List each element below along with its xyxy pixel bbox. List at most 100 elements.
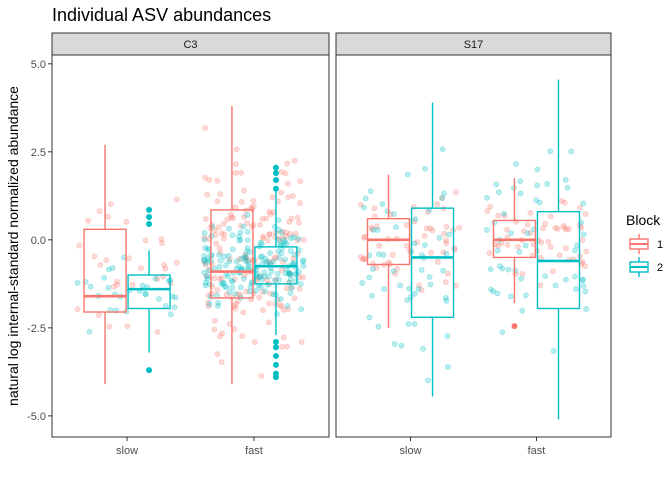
y-tick-label: 5.0	[31, 59, 46, 71]
jitter-point	[76, 242, 83, 249]
jitter-point	[236, 256, 243, 263]
jitter-point	[367, 188, 374, 194]
jitter-point	[158, 240, 165, 246]
jitter-point	[280, 240, 287, 247]
y-tick-label: -5.0	[27, 411, 46, 423]
jitter-point	[561, 224, 568, 231]
jitter-point	[233, 161, 239, 167]
jitter-point	[110, 283, 117, 290]
jitter-point	[547, 148, 554, 155]
jitter-point	[558, 197, 565, 204]
jitter-point	[300, 257, 307, 264]
jitter-point	[214, 177, 221, 184]
box-s17-slow-block1	[366, 218, 411, 266]
jitter-point	[226, 225, 232, 232]
jitter-point	[495, 189, 502, 196]
jitter-point	[243, 288, 250, 295]
jitter-point	[389, 252, 396, 258]
jitter-point	[74, 306, 81, 312]
legend-label-block-2: 2	[657, 262, 663, 274]
jitter-point	[266, 231, 273, 238]
jitter-point	[205, 303, 212, 310]
jitter-point	[279, 228, 286, 235]
jitter-point	[442, 279, 449, 285]
jitter-point	[279, 343, 285, 350]
jitter-point	[358, 201, 364, 208]
x-tick-label-fast: fast	[245, 445, 263, 457]
jitter-point	[440, 249, 447, 256]
jitter-point	[244, 257, 251, 264]
jitter-point	[139, 282, 146, 289]
jitter-point	[97, 262, 104, 268]
jitter-point	[424, 377, 431, 384]
jitter-point	[239, 333, 246, 340]
jitter-point	[579, 276, 586, 283]
jitter-point	[390, 268, 397, 274]
jitter-point	[418, 267, 425, 273]
jitter-point	[286, 218, 293, 225]
jitter-point	[550, 347, 557, 354]
jitter-point	[202, 279, 209, 286]
jitter-point	[253, 287, 259, 294]
jitter-point	[275, 248, 282, 255]
jitter-point	[241, 213, 248, 220]
jitter-point	[418, 287, 425, 293]
jitter-point	[211, 326, 218, 333]
jitter-point	[202, 174, 208, 181]
jitter-point	[452, 189, 459, 196]
x-tick-label-slow: slow	[116, 445, 138, 457]
jitter-point	[298, 306, 305, 313]
jitter-point	[361, 256, 368, 263]
jitter-point	[394, 265, 400, 272]
jitter-point	[230, 215, 236, 221]
jitter-point	[244, 220, 250, 226]
jitter-point	[202, 125, 208, 131]
jitter-point	[294, 214, 301, 221]
jitter-point	[220, 220, 227, 227]
jitter-point	[484, 207, 491, 214]
jitter-point	[249, 223, 255, 230]
jitter-point	[562, 176, 569, 183]
jitter-point	[201, 269, 208, 276]
jitter-point	[483, 194, 490, 201]
jitter-point	[456, 224, 462, 231]
jitter-point	[376, 251, 382, 258]
jitter-point	[393, 224, 399, 230]
jitter-point	[483, 226, 490, 233]
jitter-point	[300, 274, 306, 281]
jitter-point	[275, 276, 282, 283]
outlier-point-c3-fast-block2	[272, 361, 279, 368]
jitter-point	[272, 223, 278, 230]
jitter-point	[216, 275, 223, 282]
jitter-point	[246, 249, 253, 255]
jitter-point	[204, 191, 211, 198]
jitter-point	[274, 270, 281, 277]
jitter-point	[359, 279, 366, 286]
jitter-point	[537, 282, 544, 289]
jitter-point	[421, 242, 428, 248]
jitter-point	[451, 246, 458, 253]
jitter-point	[373, 264, 380, 271]
jitter-point	[244, 212, 251, 218]
facet-panel-c3	[51, 54, 330, 438]
jitter-point	[204, 299, 211, 306]
jitter-point	[266, 300, 272, 307]
jitter-point	[222, 262, 229, 269]
jitter-point	[542, 273, 548, 280]
jitter-point	[547, 213, 554, 220]
jitter-point	[272, 277, 278, 284]
jitter-point	[236, 237, 243, 244]
jitter-point	[129, 281, 136, 288]
jitter-point	[269, 194, 276, 200]
jitter-point	[572, 273, 578, 280]
jitter-point	[523, 292, 529, 299]
jitter-point	[87, 283, 94, 290]
box-s17-slow-block2	[410, 207, 455, 318]
y-tick-label: 2.5	[31, 147, 46, 159]
jitter-point	[162, 302, 169, 309]
jitter-point	[202, 282, 209, 289]
jitter-point	[234, 291, 241, 298]
jitter-point	[434, 201, 441, 208]
jitter-point	[283, 233, 289, 240]
